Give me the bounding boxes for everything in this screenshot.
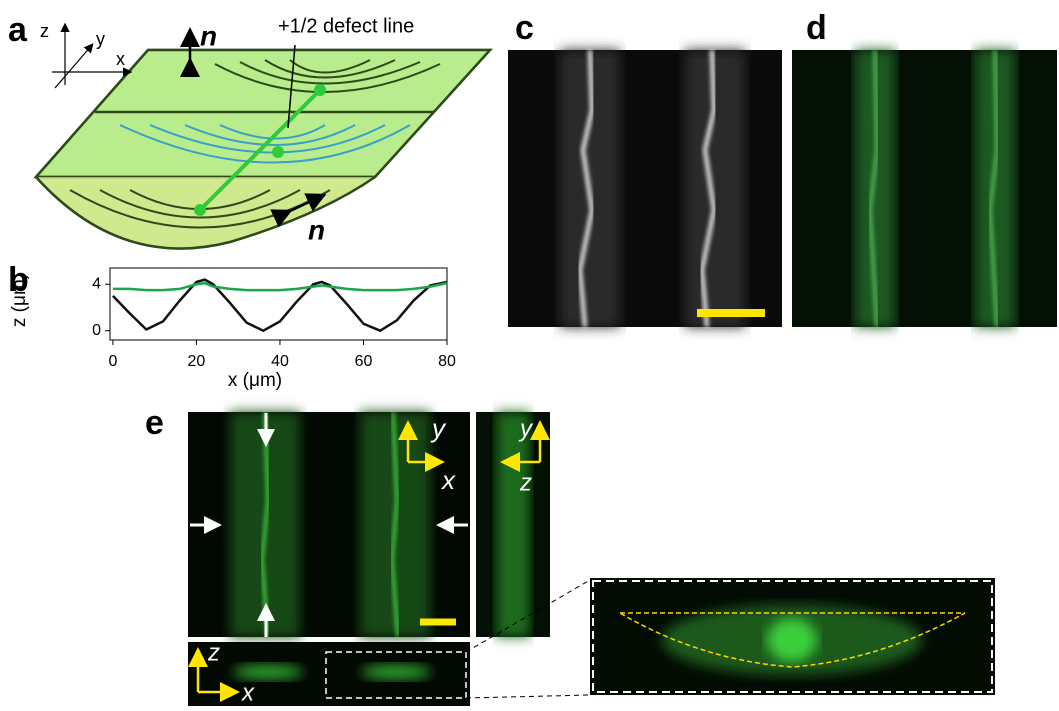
axis-label: y: [430, 413, 447, 443]
axis-label: y: [518, 415, 534, 442]
y-tick-label: 0: [92, 322, 101, 339]
axis-label: z: [40, 21, 49, 41]
director-label: n: [308, 214, 325, 245]
axis-label: x: [116, 49, 125, 69]
panel-label: c: [515, 9, 534, 47]
y-axis-title: z (μm): [9, 273, 30, 327]
diagram-a: [36, 25, 490, 248]
micrograph-d: [792, 50, 1057, 327]
panel-label: a: [8, 11, 28, 49]
axis-label: x: [241, 679, 255, 706]
x-tick-label: 80: [438, 353, 456, 370]
figure: a b c d e z y x +1/2 defect line n n z (…: [0, 0, 1059, 706]
axis-label: z: [207, 639, 220, 666]
data-line: [113, 280, 447, 331]
x-tick-label: 40: [271, 353, 289, 370]
axis-label: z: [519, 469, 532, 496]
plot-frame: [110, 268, 447, 340]
x-tick-label: 20: [188, 353, 206, 370]
y-tick-label: 4: [92, 275, 101, 292]
axis-label: x: [440, 465, 456, 495]
panel-label: e: [145, 404, 164, 442]
micrograph-c: [508, 50, 782, 327]
annotation: +1/2 defect line: [278, 15, 414, 37]
x-tick-label: 60: [355, 353, 373, 370]
micrograph-e: [188, 412, 995, 706]
director-label: n: [200, 20, 217, 51]
panel-label: d: [806, 9, 827, 47]
x-axis-title: x (μm): [228, 370, 282, 391]
x-tick-label: 0: [108, 353, 117, 370]
axis-label: y: [96, 29, 105, 49]
data-line: [113, 283, 447, 290]
